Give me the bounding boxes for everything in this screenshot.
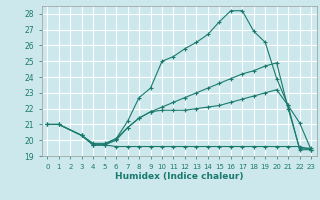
X-axis label: Humidex (Indice chaleur): Humidex (Indice chaleur) (115, 172, 244, 181)
